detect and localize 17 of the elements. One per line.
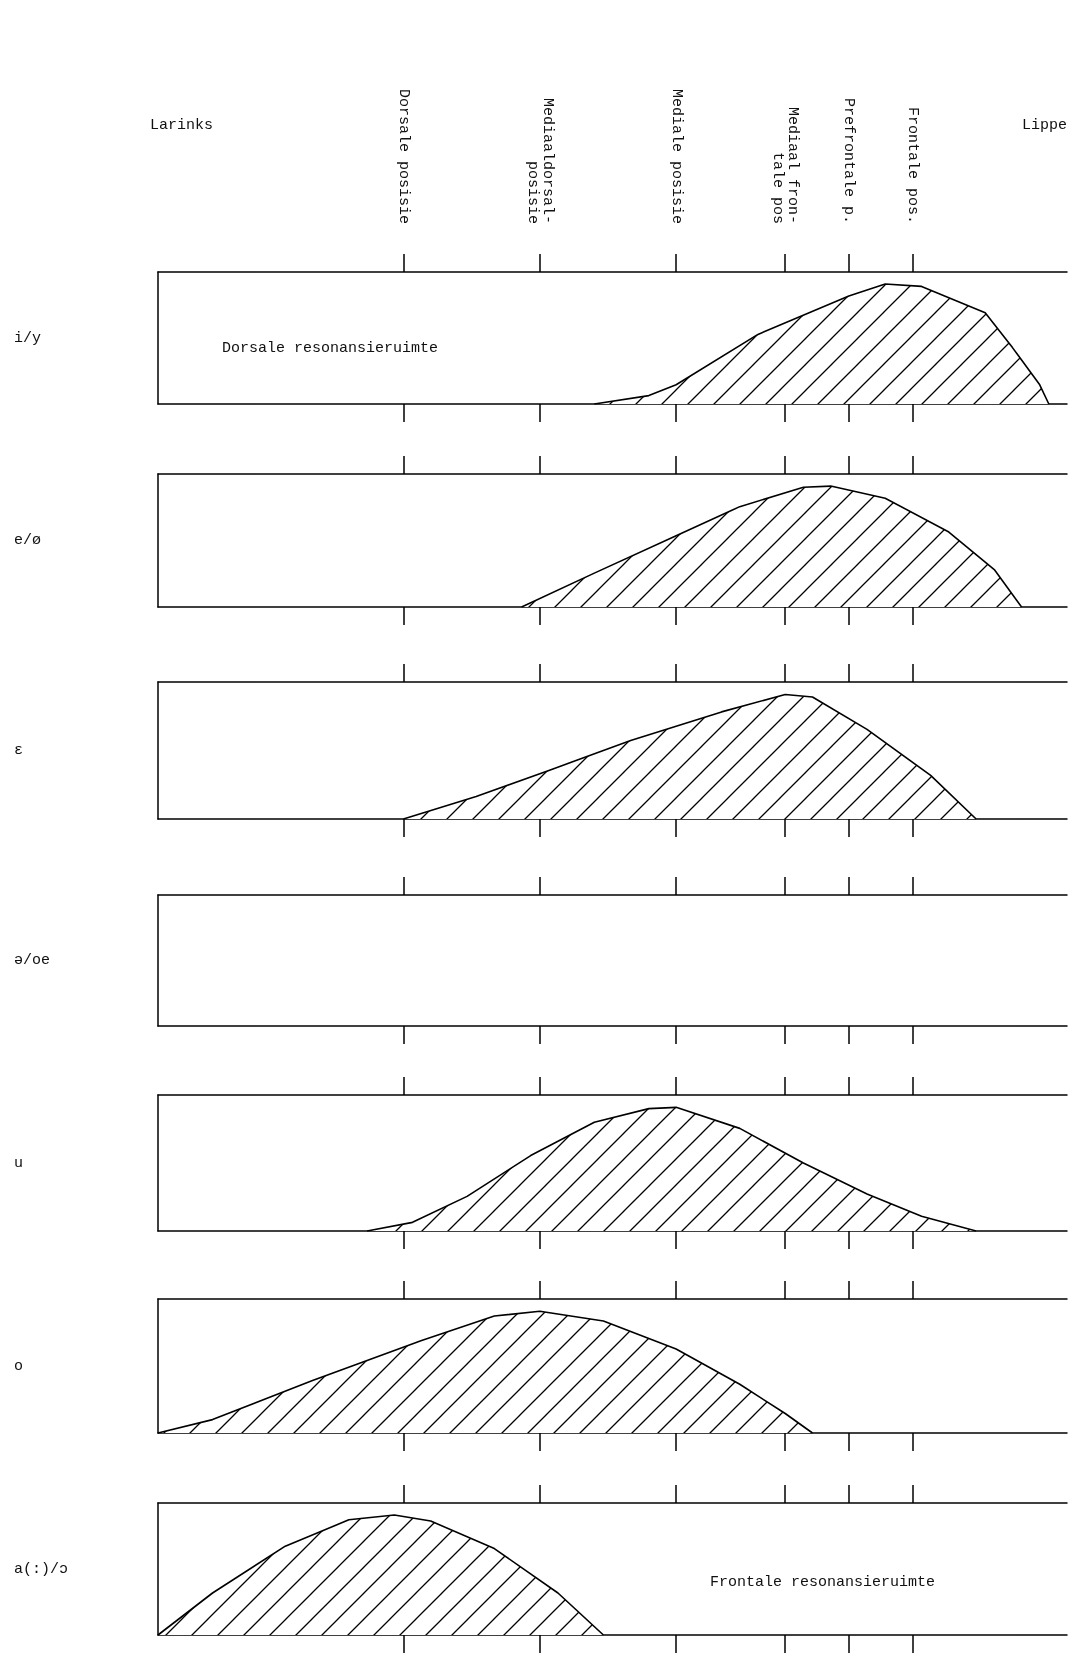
x-tick-label: Mediale posisie (667, 88, 685, 224)
annotation: Frontale resonansieruimte (710, 1574, 936, 1591)
y-axis-title: u (14, 1154, 24, 1172)
text: Larinks (150, 117, 214, 134)
y-axis-title: e/ø (14, 532, 42, 549)
y-axis-title: ɛ (14, 742, 24, 759)
y-axis-title: o (14, 1357, 24, 1375)
text: Lippe (1021, 117, 1068, 134)
x-tick-label: Mediaal fron- tale pos (769, 106, 802, 224)
x-tick-label: Mediaaldorsal- posisie (523, 97, 556, 224)
text: ə/oe (14, 952, 51, 969)
x-tick-label: Dorsale posisie (394, 88, 412, 224)
x-tick-label: Prefrontale p. (840, 97, 858, 224)
y-axis-title: a(:)/ɔ (14, 1560, 69, 1578)
x-tick-label: Frontale pos. (903, 106, 921, 224)
y-axis-title: i/y (14, 329, 42, 347)
annotation: Dorsale resonansieruimte (222, 340, 439, 357)
